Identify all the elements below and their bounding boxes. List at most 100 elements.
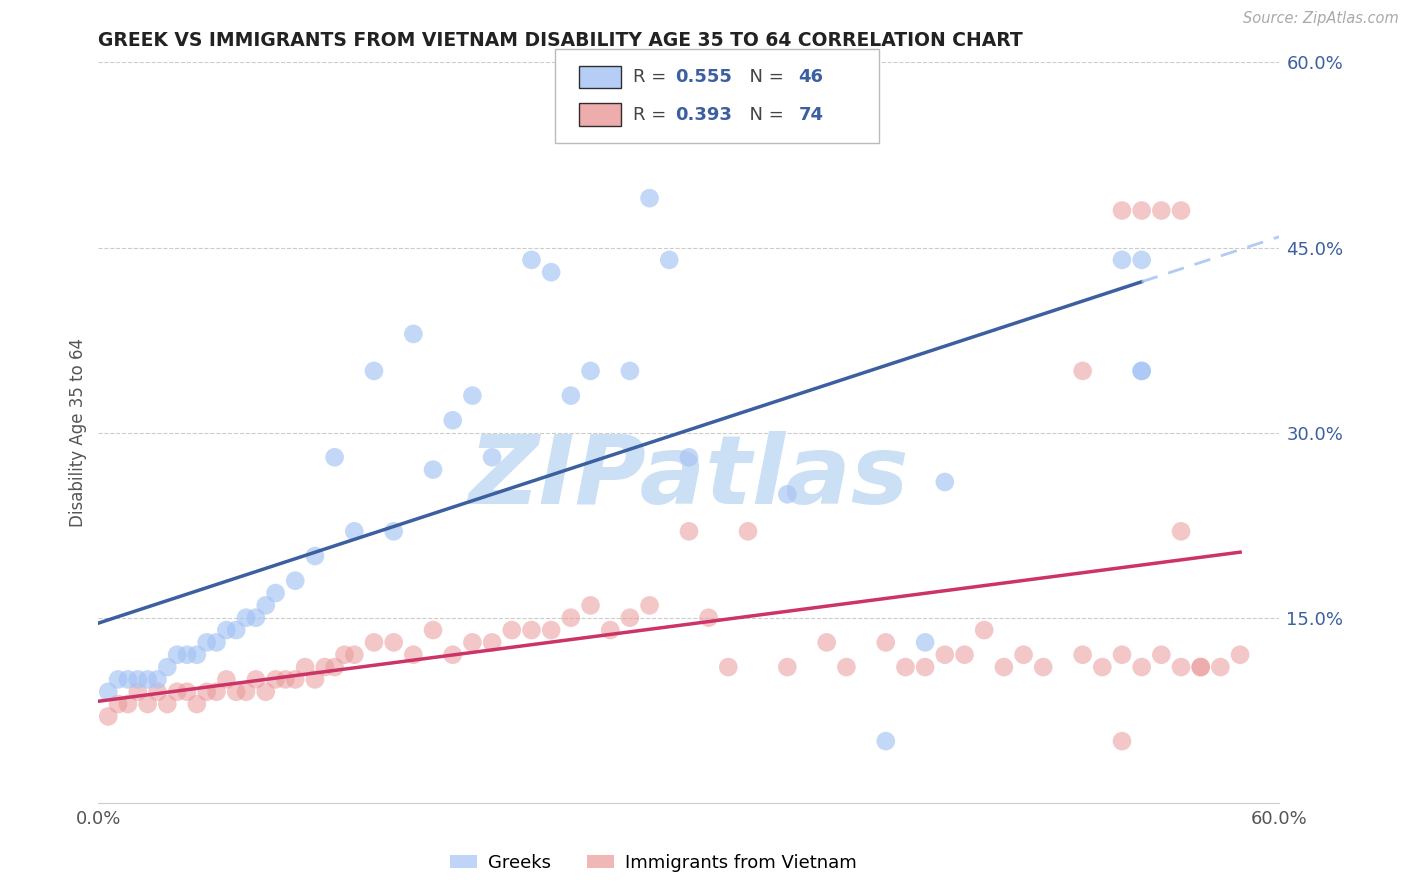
Point bbox=[245, 611, 267, 625]
Point bbox=[875, 734, 897, 748]
Point bbox=[146, 685, 169, 699]
Point bbox=[1130, 203, 1153, 218]
Point bbox=[461, 635, 484, 649]
Point bbox=[284, 574, 307, 588]
Point bbox=[97, 709, 120, 723]
Point bbox=[176, 685, 198, 699]
Point bbox=[363, 635, 385, 649]
Point bbox=[343, 524, 366, 539]
Point bbox=[382, 635, 405, 649]
Point bbox=[934, 475, 956, 489]
Point bbox=[953, 648, 976, 662]
Point bbox=[225, 623, 247, 637]
Text: 0.393: 0.393 bbox=[675, 105, 731, 123]
Point bbox=[481, 635, 503, 649]
Text: ZIPatlas: ZIPatlas bbox=[468, 431, 910, 524]
Point bbox=[245, 673, 267, 687]
Point bbox=[1111, 203, 1133, 218]
Point bbox=[894, 660, 917, 674]
Point bbox=[1071, 648, 1094, 662]
Point bbox=[599, 623, 621, 637]
Point bbox=[1091, 660, 1114, 674]
Point bbox=[1170, 524, 1192, 539]
Point bbox=[343, 648, 366, 662]
Point bbox=[1111, 252, 1133, 267]
Point bbox=[1189, 660, 1212, 674]
Point bbox=[205, 635, 228, 649]
Point bbox=[973, 623, 995, 637]
Point bbox=[205, 685, 228, 699]
Point bbox=[461, 389, 484, 403]
Point bbox=[225, 685, 247, 699]
Text: 74: 74 bbox=[799, 105, 824, 123]
Point bbox=[638, 599, 661, 613]
Point bbox=[1150, 648, 1173, 662]
Point bbox=[540, 265, 562, 279]
Text: 46: 46 bbox=[799, 69, 824, 87]
Text: GREEK VS IMMIGRANTS FROM VIETNAM DISABILITY AGE 35 TO 64 CORRELATION CHART: GREEK VS IMMIGRANTS FROM VIETNAM DISABIL… bbox=[98, 31, 1024, 50]
Point bbox=[737, 524, 759, 539]
Point bbox=[914, 635, 936, 649]
Point bbox=[314, 660, 336, 674]
Point bbox=[441, 648, 464, 662]
Point bbox=[835, 660, 858, 674]
Point bbox=[323, 450, 346, 465]
Point bbox=[776, 487, 799, 501]
Point bbox=[619, 364, 641, 378]
Point bbox=[264, 673, 287, 687]
Point bbox=[127, 673, 149, 687]
Point bbox=[658, 252, 681, 267]
Point bbox=[678, 524, 700, 539]
Point bbox=[560, 611, 582, 625]
Point bbox=[235, 611, 257, 625]
Point bbox=[127, 685, 149, 699]
Point bbox=[402, 648, 425, 662]
Point bbox=[176, 648, 198, 662]
Point bbox=[481, 450, 503, 465]
Point bbox=[1071, 364, 1094, 378]
Point bbox=[274, 673, 297, 687]
Text: N =: N = bbox=[738, 69, 790, 87]
Point bbox=[1209, 660, 1232, 674]
Point bbox=[1130, 660, 1153, 674]
Point bbox=[107, 673, 129, 687]
Point bbox=[678, 450, 700, 465]
Point bbox=[304, 673, 326, 687]
Point bbox=[117, 673, 139, 687]
Text: R =: R = bbox=[633, 69, 672, 87]
Text: 0.555: 0.555 bbox=[675, 69, 731, 87]
Point bbox=[215, 673, 238, 687]
Point bbox=[402, 326, 425, 341]
Point bbox=[815, 635, 838, 649]
Point bbox=[136, 697, 159, 711]
Y-axis label: Disability Age 35 to 64: Disability Age 35 to 64 bbox=[69, 338, 87, 527]
Point bbox=[619, 611, 641, 625]
Point bbox=[1170, 660, 1192, 674]
Point bbox=[1130, 364, 1153, 378]
Point bbox=[1130, 252, 1153, 267]
Point bbox=[215, 623, 238, 637]
Point bbox=[1150, 203, 1173, 218]
Text: Source: ZipAtlas.com: Source: ZipAtlas.com bbox=[1243, 11, 1399, 26]
Point bbox=[284, 673, 307, 687]
Point bbox=[235, 685, 257, 699]
Point bbox=[934, 648, 956, 662]
Point bbox=[579, 364, 602, 378]
Point bbox=[422, 463, 444, 477]
Text: N =: N = bbox=[738, 105, 790, 123]
Point bbox=[323, 660, 346, 674]
Point bbox=[540, 623, 562, 637]
Point bbox=[195, 635, 218, 649]
Text: R =: R = bbox=[633, 105, 672, 123]
Point bbox=[697, 104, 720, 119]
Point bbox=[146, 673, 169, 687]
Point bbox=[638, 191, 661, 205]
Point bbox=[186, 648, 208, 662]
Point bbox=[294, 660, 316, 674]
Point bbox=[117, 697, 139, 711]
Point bbox=[1111, 648, 1133, 662]
Point bbox=[520, 252, 543, 267]
Point bbox=[156, 697, 179, 711]
Point bbox=[254, 685, 277, 699]
Point bbox=[520, 623, 543, 637]
